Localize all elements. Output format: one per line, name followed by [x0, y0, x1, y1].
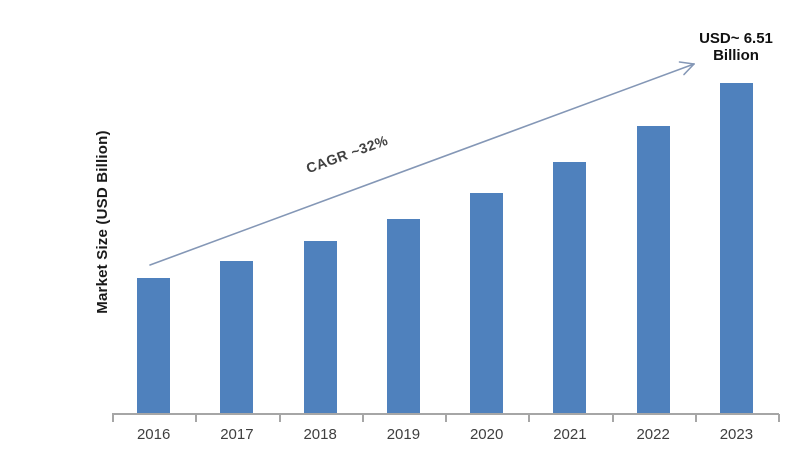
x-tick-label-2020: 2020 [469, 426, 504, 443]
bar-2016 [137, 278, 171, 414]
cagr-annotation: CAGR ~32% [303, 131, 391, 177]
x-tick-label-2023: 2023 [719, 426, 754, 443]
bar-2019 [386, 219, 420, 414]
x-axis-tick [694, 414, 697, 422]
x-axis-tick [611, 414, 614, 422]
bar-2021 [553, 162, 587, 414]
x-tick-label-2022: 2022 [636, 426, 670, 443]
x-tick-label-2019: 2019 [386, 426, 421, 443]
bar-2023 [719, 83, 753, 414]
x-axis-tick [445, 414, 447, 422]
bar-2017 [220, 261, 254, 414]
x-axis-tick [528, 414, 531, 422]
x-tick-label-2018: 2018 [303, 426, 337, 443]
end-value-line2: Billion [713, 47, 759, 64]
end-value-annotation: USD~ 6.51 Billion [680, 30, 792, 64]
bar-2020 [470, 193, 504, 414]
x-axis-tick [778, 414, 780, 422]
x-axis-tick [278, 414, 281, 422]
x-axis-tick [361, 414, 364, 422]
bar-2022 [636, 126, 670, 414]
x-axis-tick [112, 414, 114, 422]
x-tick-label-2016: 2016 [136, 426, 171, 443]
x-tick-label-2017: 2017 [220, 426, 254, 443]
x-axis-tick [195, 414, 198, 422]
end-value-line1: USD~ 6.51 [699, 30, 773, 47]
x-tick-label-2021: 2021 [553, 426, 587, 443]
bar-2018 [303, 241, 337, 414]
y-axis-label: Market Size (USD Billion) [94, 130, 111, 314]
